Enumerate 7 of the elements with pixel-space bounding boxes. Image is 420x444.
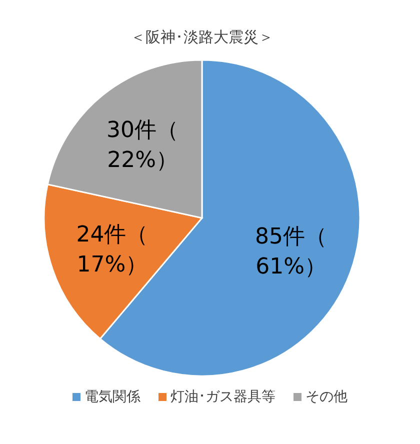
- data-label: 30件（22%）: [106, 118, 179, 174]
- legend-label: その他: [306, 389, 348, 405]
- data-label: 24件（17%）: [76, 222, 148, 278]
- legend-label: 電気関係: [84, 389, 140, 405]
- legend-label: 灯油･ガス器具等: [170, 389, 276, 405]
- chart-title: ＜阪神･淡路大震災＞: [130, 28, 274, 46]
- data-label: 85件（61%）: [255, 224, 328, 280]
